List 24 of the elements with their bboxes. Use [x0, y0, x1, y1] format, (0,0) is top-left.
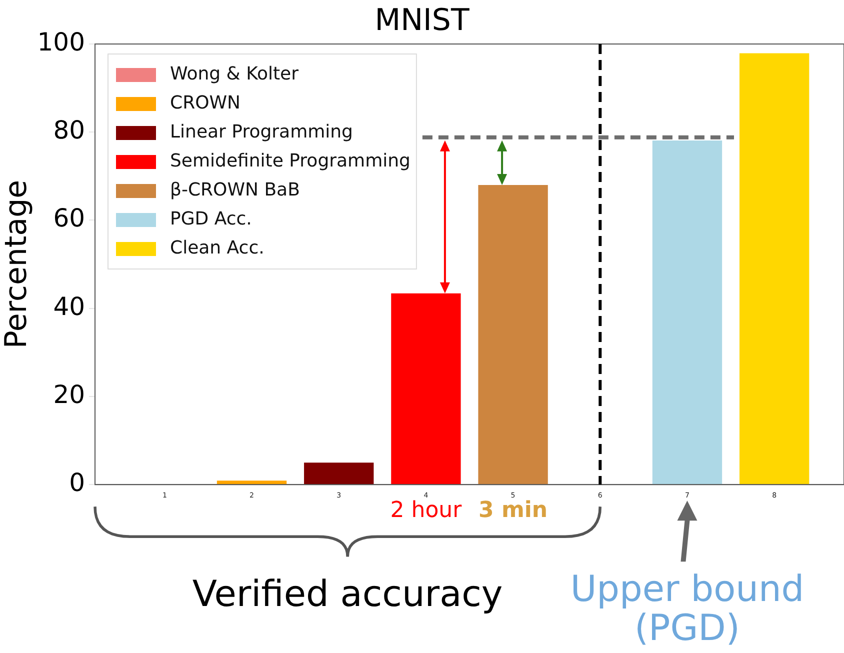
y-axis-title: Percentage [0, 180, 34, 349]
text: Upper bound (PGD) [570, 568, 804, 650]
y-tick-label: 60 [53, 204, 85, 233]
legend-label: Clean Acc. [170, 238, 264, 259]
legend-label: Wong & Kolter [170, 64, 300, 85]
y-tick-label: 40 [53, 292, 85, 321]
text: 3 min [478, 498, 548, 523]
bar [216, 480, 287, 484]
legend-label: Linear Programming [170, 122, 353, 143]
legend-label: CROWN [170, 92, 241, 114]
text: Verified accuracy [192, 574, 503, 615]
bar [652, 140, 722, 484]
y-tick-label: 100 [37, 28, 85, 56]
text: 2 hour [390, 498, 462, 523]
legend-label: Semidefinite Programming [170, 150, 410, 172]
legend-label: PGD Acc. [170, 208, 252, 230]
y-tick-label: 80 [53, 116, 85, 145]
bar [739, 53, 810, 484]
y-tick-label: 0 [69, 468, 85, 498]
legend-label: β-CROWN BaB [170, 180, 300, 201]
bar [478, 184, 548, 484]
y-tick-label: 20 [53, 380, 85, 409]
bar [304, 462, 374, 484]
chart-title: MNIST [374, 2, 470, 38]
